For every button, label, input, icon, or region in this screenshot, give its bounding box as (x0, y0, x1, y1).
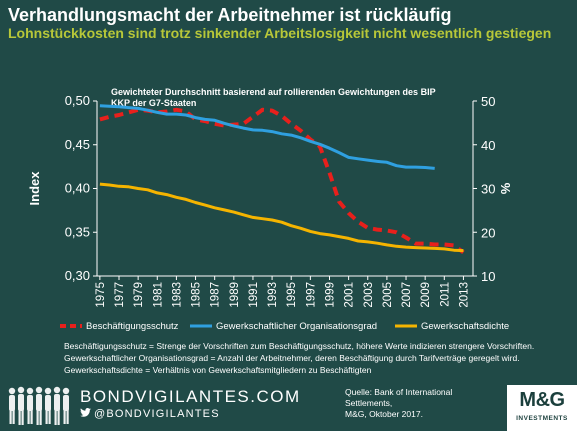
bondvigilantes-domain[interactable]: BONDVIGILANTES.COM (80, 387, 301, 406)
x-tick-label: 1983 (171, 282, 183, 308)
x-tick-label: 2007 (401, 282, 413, 308)
twitter-icon (80, 408, 91, 417)
x-tick-label: 1975 (95, 282, 107, 308)
x-tick-label: 1981 (152, 282, 164, 308)
chart-subtitle: Lohnstückkosten sind trotz sinkender Arb… (8, 25, 552, 41)
right-tick-label: 20 (481, 225, 495, 240)
x-tick-label: 1995 (286, 282, 298, 308)
x-tick-label: 2011 (439, 282, 451, 307)
series-line-employment-protection (99, 107, 465, 255)
right-tick-label: 10 (481, 269, 495, 284)
annotation-line-2: KKP der G7-Staaten (111, 98, 196, 108)
legend-label-union-density: Gewerkschaftsdichte (421, 321, 509, 332)
x-tick-label: 1991 (248, 282, 260, 308)
right-tick-label: 50 (481, 94, 495, 109)
series-line-union-density (99, 182, 464, 253)
footer: BONDVIGILANTES.COM @BONDVIGILANTES Quell… (0, 381, 577, 431)
left-tick-label: 0,45 (65, 137, 90, 152)
x-tick-label: 2009 (420, 282, 432, 308)
x-tick-label: 2013 (458, 282, 470, 308)
chart-area: 0,30 0,35 0,40 0,45 0,50 10 20 30 40 50 Index% 1975… (0, 60, 577, 340)
legend-label-bargaining-coverage: Gewerkschaftlicher Organisationsgrad (216, 321, 377, 332)
legend-label-employment-protection: Beschäftigungsschutz (86, 321, 179, 332)
right-axis-label: % (498, 182, 513, 194)
twitter-handle-text: @BONDVIGILANTES (94, 408, 220, 420)
x-tick-label: 2001 (344, 282, 356, 308)
right-tick-label: 30 (481, 182, 495, 197)
x-tick-label: 2003 (363, 282, 375, 308)
source-line-1: Quelle: Bank of International Settlement… (345, 387, 453, 408)
line-chart: 0,30 0,35 0,40 0,45 0,50 10 20 30 40 50 Index % 1975… (27, 87, 513, 332)
source-note: Quelle: Bank of International Settlement… (345, 387, 500, 420)
mg-logo: M&G INVESTMENTS (507, 385, 577, 431)
x-tick-label: 1985 (191, 282, 203, 308)
left-tick-label: 0,35 (65, 224, 90, 239)
mg-logo-text: M&G (519, 389, 565, 411)
left-tick-label: 0,40 (65, 181, 90, 196)
mg-logo-subtext: INVESTMENTS (516, 415, 568, 422)
x-tick-label: 1977 (114, 282, 126, 308)
x-tick-label: 1989 (229, 282, 241, 308)
x-tick-label: 1999 (324, 282, 336, 308)
x-tick-label: 1993 (267, 282, 279, 308)
twitter-handle[interactable]: @BONDVIGILANTES (80, 408, 220, 420)
left-tick-label: 0,50 (65, 93, 90, 108)
series-line-bargaining-coverage (99, 104, 435, 170)
source-line-2: M&G, Oktober 2017. (345, 409, 423, 419)
note-union-density: Gewerkschaftsdichte = Verhältnis von Gew… (64, 365, 372, 375)
right-tick-label: 40 (481, 138, 495, 153)
x-tick-label: 1987 (210, 282, 222, 308)
left-tick-label: 0,30 (65, 268, 90, 283)
chart-title: Verhandlungsmacht der Arbeitnehmer ist r… (8, 5, 452, 25)
left-axis-label: Index (27, 171, 42, 206)
annotation-line-1: Gewichteter Durchschnitt basierend auf r… (111, 87, 436, 97)
x-tick-label: 2005 (382, 282, 394, 308)
definitions-notes: Beschäftigungsschutz = Strenge der Vorsc… (64, 340, 569, 376)
x-tick-label: 1979 (133, 282, 145, 308)
note-bargaining-coverage: Gewerkschaftlicher Organisationsgrad = A… (64, 353, 520, 363)
x-tick-label: 1997 (305, 282, 317, 308)
note-employment-protection: Beschäftigungsschutz = Strenge der Vorsc… (64, 341, 535, 351)
people-silhouettes-icon (8, 386, 70, 425)
